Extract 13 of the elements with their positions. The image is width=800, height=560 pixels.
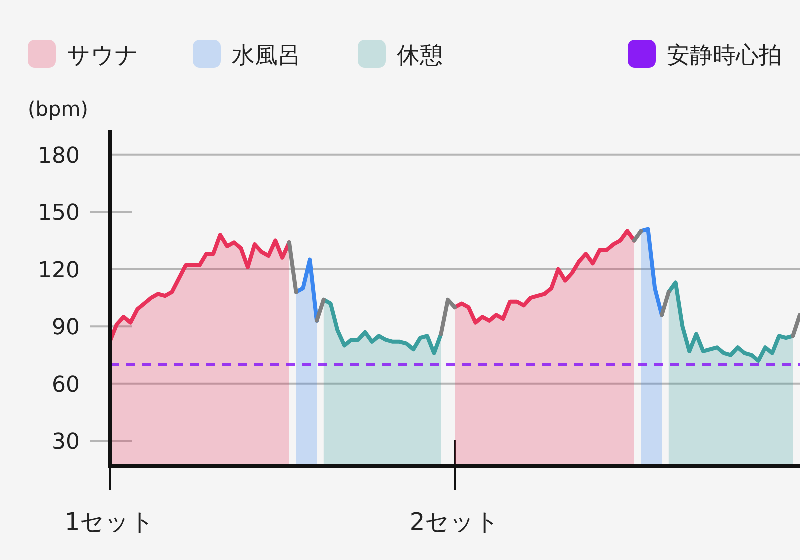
- legend-label: 安静時心拍: [667, 43, 782, 69]
- y-tick-label: 90: [52, 316, 80, 341]
- legend-label: サウナ: [67, 43, 139, 69]
- y-tick-label: 30: [52, 430, 80, 456]
- legend-label: 水風呂: [232, 43, 301, 69]
- y-tick-label: 150: [38, 201, 80, 226]
- x-tick-label: 2セット: [410, 508, 500, 536]
- y-tick-label: 180: [38, 144, 80, 169]
- y-tick-label: 60: [52, 372, 80, 398]
- x-tick-label: 1セット: [64, 508, 156, 536]
- legend-label: 休憩: [397, 43, 443, 69]
- y-tick-label: 120: [38, 258, 80, 284]
- y-axis-title: (bpm): [28, 97, 88, 121]
